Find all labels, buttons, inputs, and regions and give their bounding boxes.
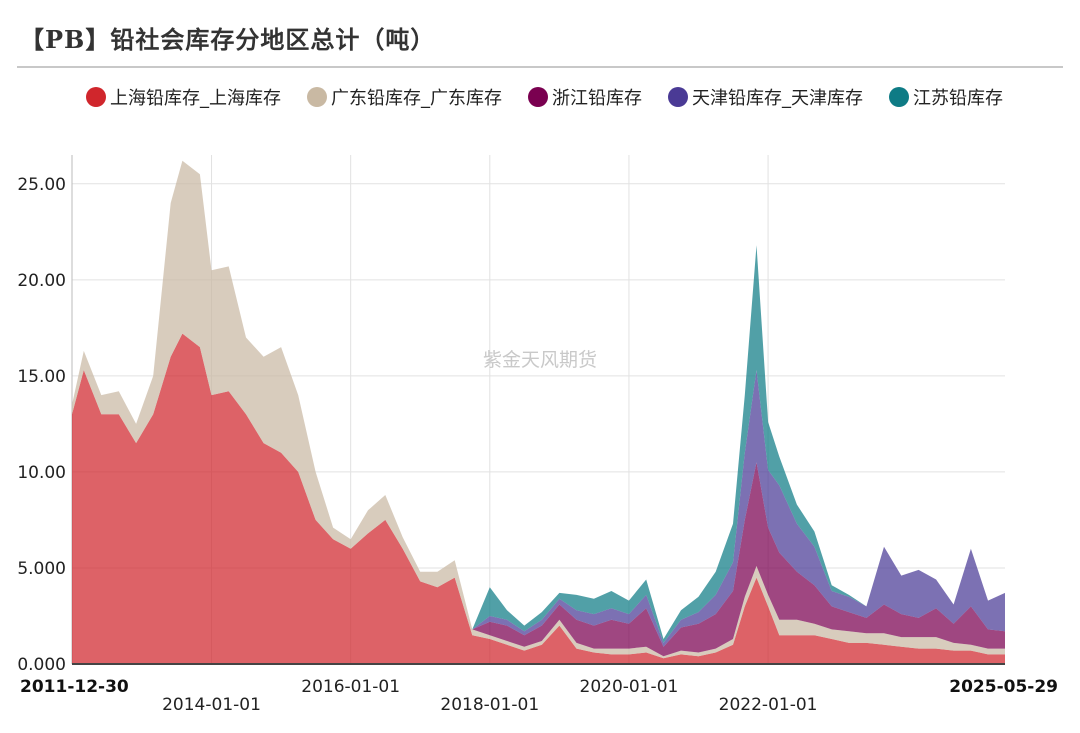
y-tick-label: 10.00 [17,463,66,483]
legend-item[interactable]: 江苏铅库存 [889,80,1003,114]
x-tick-label: 2022-01-01 [719,695,818,715]
y-tick-label: 20.00 [17,271,66,291]
title-divider [17,66,1063,68]
legend-label: 上海铅库存_上海库存 [110,88,281,109]
legend-marker-icon [889,87,909,107]
legend-marker-icon [307,87,327,107]
x-tick-label: 2014-01-01 [162,695,261,715]
legend-item[interactable]: 浙江铅库存 [528,80,642,114]
x-tick-label: 2025-05-29 [949,677,1058,697]
legend-label: 浙江铅库存 [552,88,642,109]
legend-label: 广东铅库存_广东库存 [331,88,502,109]
watermark: 紫金天风期货 [483,349,597,371]
legend-marker-icon [86,87,106,107]
x-tick-label: 2011-12-30 [20,677,129,697]
y-tick-label: 15.00 [17,367,66,387]
x-tick-label: 2020-01-01 [580,677,679,697]
legend-marker-icon [528,87,548,107]
legend-item[interactable]: 广东铅库存_广东库存 [307,80,502,114]
legend-marker-icon [668,87,688,107]
y-tick-label: 5.000 [17,559,66,579]
area-series [72,333,1005,664]
legend-label: 天津铅库存_天津库存 [692,88,863,109]
y-tick-label: 0.000 [17,655,66,675]
chart-title: 【PB】铅社会库存分地区总计（吨） [20,25,436,54]
area-series [72,160,1005,647]
area-series [72,160,1005,659]
legend-item[interactable]: 天津铅库存_天津库存 [668,80,863,114]
x-tick-label: 2016-01-01 [301,677,400,697]
legend: 上海铅库存_上海库存 广东铅库存_广东库存 浙江铅库存 天津铅库存_天津库存 江苏铅库存 [86,80,1046,114]
legend-label: 江苏铅库存 [913,88,1003,109]
y-tick-label: 25.00 [17,175,66,195]
legend-item[interactable]: 上海铅库存_上海库存 [86,80,281,114]
x-tick-label: 2018-01-01 [440,695,539,715]
